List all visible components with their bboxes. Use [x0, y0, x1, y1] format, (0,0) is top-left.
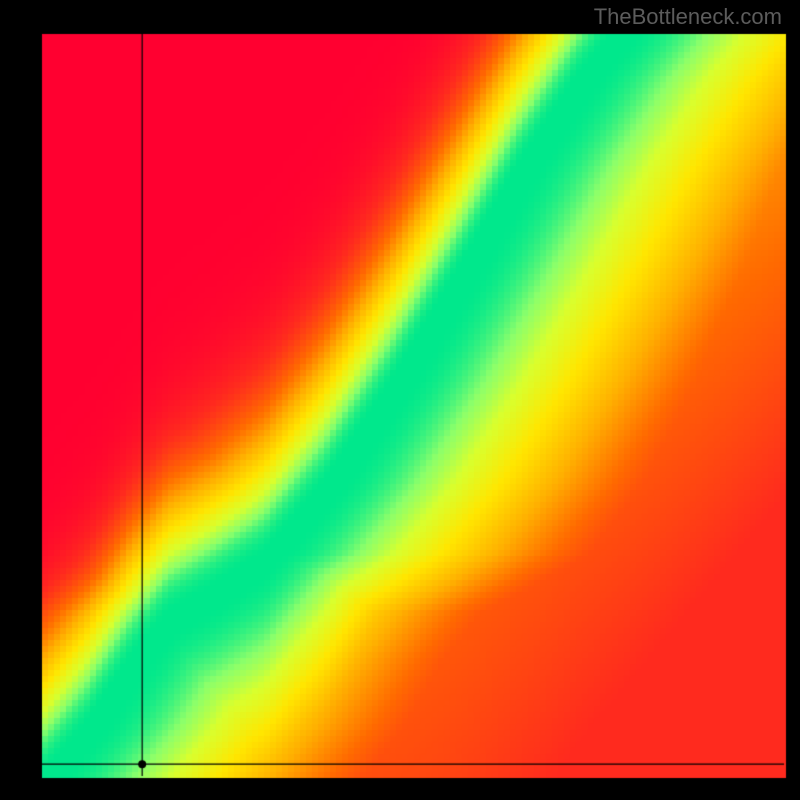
watermark-text: TheBottleneck.com	[594, 4, 782, 30]
heatmap-canvas	[0, 0, 800, 800]
